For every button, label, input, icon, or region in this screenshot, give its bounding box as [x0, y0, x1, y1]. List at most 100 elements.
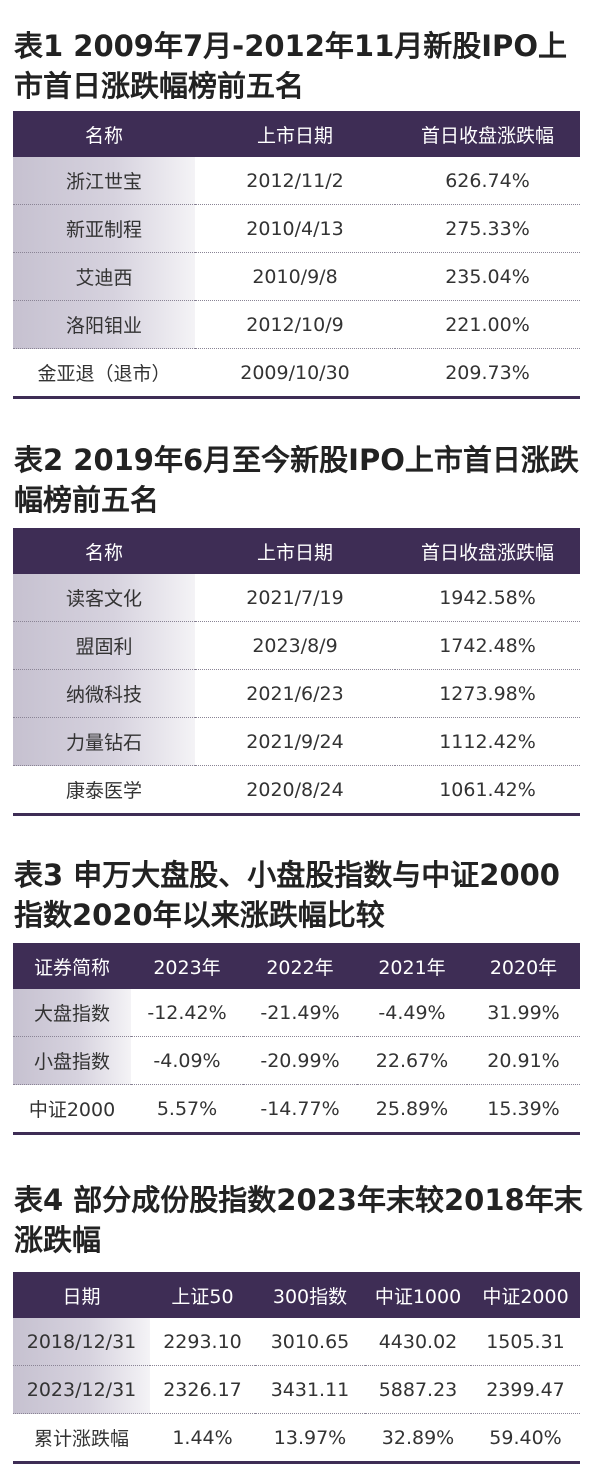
- table-cell: 3010.65: [270, 1330, 350, 1353]
- table-row: 金亚退（退市） 2009/10/30 209.73%: [13, 348, 580, 398]
- table-row: 洛阳钼业 2012/10/9 221.00%: [13, 300, 580, 349]
- row-label: 读客文化: [13, 574, 195, 622]
- row-label: 累计涨跌幅: [13, 1413, 150, 1463]
- table-cell: 13.97%: [255, 1413, 365, 1463]
- table-row: 累计涨跌幅 1.44% 13.97% 32.89% 59.40%: [13, 1413, 580, 1463]
- table-row: 盟固利 2023/8/9 1742.48%: [13, 621, 580, 670]
- table-row: 大盘指数 -12.42% -21.49% -4.49% 31.99%: [13, 989, 580, 1037]
- table-cell: 15.39%: [467, 1084, 580, 1134]
- table3: 证券简称 2023年 2022年 2021年 2020年 大盘指数 -12.42…: [13, 943, 580, 1135]
- column-header: 名称: [13, 528, 195, 574]
- table-cell: 1.44%: [150, 1413, 255, 1463]
- table-cell: 5.57%: [131, 1084, 243, 1134]
- table-cell: 1742.48%: [395, 621, 580, 670]
- table-cell: 209.73%: [395, 348, 580, 398]
- table-cell: 4430.02: [378, 1330, 458, 1353]
- table-cell: 2021/6/23: [195, 669, 395, 718]
- column-header: 2020年: [467, 943, 580, 989]
- table-cell: 2009/10/30: [195, 348, 395, 398]
- table-header-row: 日期 上证50 300指数 中证1000 中证2000: [13, 1272, 580, 1318]
- table-cell: 1942.58%: [439, 586, 536, 609]
- table-cell: 2023/8/9: [195, 621, 395, 670]
- table-row: 纳微科技 2021/6/23 1273.98%: [13, 669, 580, 718]
- column-header: 日期: [13, 1272, 150, 1318]
- table-cell: 3431.11: [255, 1365, 365, 1414]
- row-label: 2023/12/31: [13, 1365, 150, 1414]
- table-cell: 22.67%: [357, 1036, 467, 1085]
- table-cell: 2326.17: [150, 1365, 255, 1414]
- table-cell: -4.49%: [378, 1001, 446, 1024]
- table-header-row: 名称 上市日期 首日收盘涨跌幅: [13, 528, 580, 574]
- table-cell: 221.00%: [395, 300, 580, 349]
- table-cell: 2010/9/8: [195, 252, 395, 301]
- column-header: 首日收盘涨跌幅: [395, 111, 580, 157]
- table-cell: 1273.98%: [395, 669, 580, 718]
- column-header: 2023年: [131, 943, 243, 989]
- table-row: 康泰医学 2020/8/24 1061.42%: [13, 765, 580, 815]
- table1: 名称 上市日期 首日收盘涨跌幅 浙江世宝 2012/11/2 626.74% 新…: [13, 111, 580, 399]
- row-label: 中证2000: [13, 1084, 131, 1134]
- table-row: 浙江世宝 2012/11/2 626.74%: [13, 157, 580, 205]
- table-cell: 2012/11/2: [246, 169, 344, 192]
- column-header: 300指数: [255, 1272, 365, 1318]
- column-header: 2022年: [243, 943, 357, 989]
- table4-title: 表4 部分成份股指数2023年末较2018年末涨跌幅: [14, 1183, 583, 1257]
- table-cell: 1112.42%: [395, 717, 580, 766]
- row-label: 洛阳钼业: [13, 300, 195, 349]
- row-label: 艾迪西: [13, 252, 195, 301]
- table-row: 中证2000 5.57% -14.77% 25.89% 15.39%: [13, 1084, 580, 1134]
- column-header: 名称: [13, 111, 195, 157]
- table-cell: 2010/4/13: [195, 204, 395, 253]
- table-cell: 5887.23: [365, 1365, 471, 1414]
- table-cell: 2021/9/24: [195, 717, 395, 766]
- column-header: 上市日期: [195, 528, 395, 574]
- table-cell: 2020/8/24: [195, 765, 395, 815]
- table2: 名称 上市日期 首日收盘涨跌幅 读客文化 2021/7/19 1942.58% …: [13, 528, 580, 816]
- table-cell: 626.74%: [445, 169, 530, 192]
- table-cell: 275.33%: [395, 204, 580, 253]
- table-cell: -12.42%: [147, 1001, 227, 1024]
- row-label: 2018/12/31: [13, 1318, 150, 1366]
- row-label: 浙江世宝: [13, 157, 195, 205]
- table-cell: 32.89%: [365, 1413, 471, 1463]
- row-label: 小盘指数: [13, 1036, 131, 1085]
- table-cell: 2021/7/19: [246, 586, 344, 609]
- table-cell: 235.04%: [395, 252, 580, 301]
- column-header: 首日收盘涨跌幅: [395, 528, 580, 574]
- column-header: 上市日期: [195, 111, 395, 157]
- table-cell: -21.49%: [260, 1001, 340, 1024]
- table-cell: -20.99%: [243, 1036, 357, 1085]
- row-label: 力量钻石: [13, 717, 195, 766]
- table-cell: 1061.42%: [395, 765, 580, 815]
- table-row: 2018/12/31 2293.10 3010.65 4430.02 1505.…: [13, 1318, 580, 1366]
- row-label: 金亚退（退市）: [13, 348, 195, 398]
- table-cell: 1505.31: [486, 1330, 565, 1353]
- table2-title: 表2 2019年6月至今新股IPO上市首日涨跌幅榜前五名: [14, 443, 579, 517]
- column-header: 证券简称: [13, 943, 131, 989]
- column-header: 中证1000: [365, 1272, 471, 1318]
- table-cell: -4.09%: [131, 1036, 243, 1085]
- table-cell: 2399.47: [471, 1365, 580, 1414]
- table-cell: 2012/10/9: [195, 300, 395, 349]
- table-cell: 20.91%: [467, 1036, 580, 1085]
- table3-title: 表3 申万大盘股、小盘股指数与中证2000指数2020年以来涨跌幅比较: [14, 858, 560, 932]
- row-label: 大盘指数: [13, 989, 131, 1037]
- table-row: 新亚制程 2010/4/13 275.33%: [13, 204, 580, 253]
- table-cell: 59.40%: [471, 1413, 580, 1463]
- table-header-row: 证券简称 2023年 2022年 2021年 2020年: [13, 943, 580, 989]
- table4: 日期 上证50 300指数 中证1000 中证2000 2018/12/31 2…: [13, 1272, 580, 1464]
- table-row: 小盘指数 -4.09% -20.99% 22.67% 20.91%: [13, 1036, 580, 1085]
- row-label: 纳微科技: [13, 669, 195, 718]
- row-label: 康泰医学: [13, 765, 195, 815]
- column-header: 中证2000: [471, 1272, 580, 1318]
- row-label: 盟固利: [13, 621, 195, 670]
- table-row: 读客文化 2021/7/19 1942.58%: [13, 574, 580, 622]
- table-cell: 25.89%: [357, 1084, 467, 1134]
- table-cell: 2293.10: [163, 1330, 242, 1353]
- table-cell: 31.99%: [487, 1001, 560, 1024]
- table1-title: 表1 2009年7月-2012年11月新股IPO上市首日涨跌幅榜前五名: [14, 29, 567, 103]
- column-header: 上证50: [150, 1272, 255, 1318]
- table-row: 力量钻石 2021/9/24 1112.42%: [13, 717, 580, 766]
- column-header: 2021年: [357, 943, 467, 989]
- table-row: 艾迪西 2010/9/8 235.04%: [13, 252, 580, 301]
